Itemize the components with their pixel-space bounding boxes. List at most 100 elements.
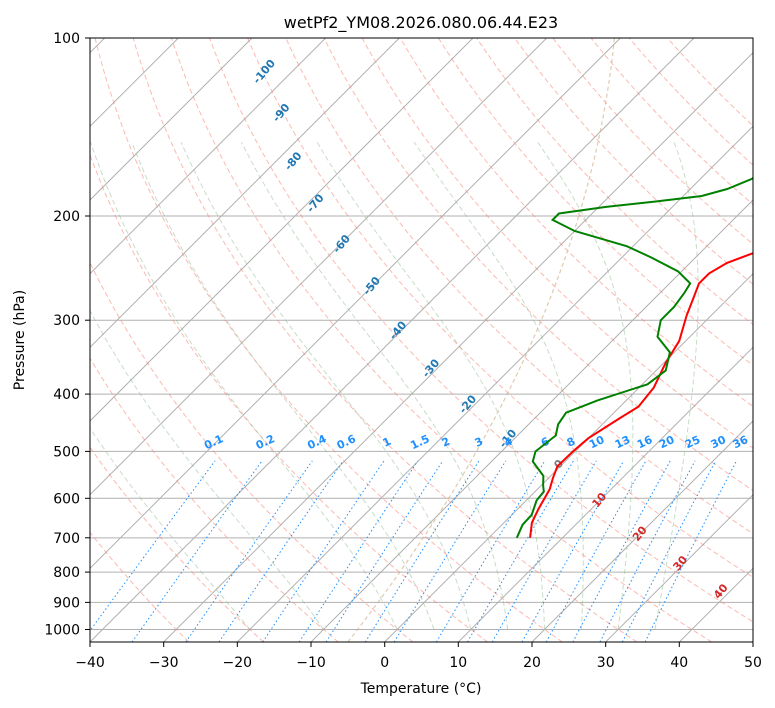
- x-tick-label: 50: [744, 655, 762, 671]
- mixing-ratio-label: 13: [613, 433, 632, 451]
- x-axis-label: Temperature (°C): [360, 681, 482, 697]
- dry-adiabat: [247, 38, 753, 578]
- y-tick-label: 900: [53, 595, 80, 611]
- isotherm-line: [90, 38, 253, 201]
- isotherm-line: [605, 493, 753, 642]
- x-tick-label: −10: [296, 655, 326, 671]
- mixing-ratio-line: [90, 460, 216, 632]
- dry-adiabat: [90, 357, 339, 642]
- mixing-ratio-line: [393, 460, 507, 642]
- x-tick-label: 40: [670, 655, 688, 671]
- y-axis: 100 200 300 400 500 600 700 800 900 1000: [44, 31, 90, 639]
- dry-adiabats: [90, 38, 753, 642]
- y-tick-label: 1000: [44, 623, 80, 639]
- mixing-ratio-line: [185, 460, 313, 642]
- mixing-ratio-label: 20: [657, 433, 677, 451]
- isotherm-line: [384, 272, 753, 642]
- moist-adiabat: [90, 142, 398, 630]
- dewpoint-line: [515, 176, 753, 539]
- x-tick-label: −40: [75, 655, 105, 671]
- dry-adiabat: [90, 261, 414, 642]
- x-tick-label: 10: [449, 655, 467, 671]
- isobar-gridlines: [90, 38, 753, 630]
- isotherm-line: [90, 38, 327, 275]
- mixing-ratio-line: [491, 460, 597, 642]
- moist-adiabat: [131, 142, 435, 630]
- isotherm-line: [90, 38, 474, 422]
- dry-adiabat: [90, 153, 488, 642]
- mixing-ratio-line: [262, 460, 385, 642]
- mixing-ratio-line: [467, 460, 574, 642]
- y-tick: 900: [53, 595, 90, 611]
- y-tick: 300: [53, 313, 90, 329]
- mixing-ratio-line: [298, 460, 419, 642]
- isotherm-line: [90, 38, 621, 570]
- plot-area: -100 -90 -80 -70 -60 -50 -40 -30 -20 -10…: [90, 38, 753, 642]
- mixing-ratio-line: [218, 460, 344, 642]
- y-tick: 800: [53, 565, 90, 581]
- isotherm-line: [163, 51, 753, 642]
- dry-adiabat: [209, 38, 753, 623]
- y-tick-label: 700: [53, 531, 80, 547]
- x-tick: −40: [75, 642, 105, 671]
- dry-adiabat: [437, 38, 753, 366]
- isotherm-line: [236, 125, 753, 642]
- mixing-ratio-label: 36: [731, 433, 751, 451]
- mixing-ratio-label: 25: [683, 433, 702, 451]
- y-tick-label: 800: [53, 565, 80, 581]
- x-tick: 10: [449, 642, 467, 671]
- y-tick: 600: [53, 491, 90, 507]
- isotherm-line: [457, 346, 753, 642]
- isotherm-line: [90, 38, 548, 496]
- y-tick-label: 300: [53, 313, 80, 329]
- x-tick-label: 20: [523, 655, 541, 671]
- x-tick: −30: [149, 642, 179, 671]
- moist-adiabat: [90, 427, 251, 630]
- x-tick: 30: [597, 642, 615, 671]
- y-tick: 700: [53, 531, 90, 547]
- moist-adiabats: [90, 141, 699, 630]
- x-tick: −20: [223, 642, 252, 671]
- y-tick-label: 200: [53, 209, 80, 225]
- mixing-ratio-line: [621, 460, 717, 642]
- mixing-ratio-line: [131, 460, 263, 642]
- dry-adiabat: [399, 38, 753, 408]
- dry-adiabat: [361, 38, 753, 449]
- mixing-ratio-line: [644, 460, 737, 642]
- y-axis-label: Pressure (hPa): [12, 290, 28, 390]
- dry-adiabat: [476, 38, 753, 326]
- y-tick: 1000: [44, 623, 90, 639]
- chart-title: wetPf2_YM08.2026.080.06.44.E23: [284, 13, 558, 33]
- y-tick-label: 500: [53, 444, 80, 460]
- moist-adiabat: [90, 309, 324, 630]
- y-tick: 100: [53, 31, 90, 47]
- y-tick: 400: [53, 387, 90, 403]
- x-tick-label: 0: [380, 655, 389, 671]
- temperature-line: [529, 252, 753, 538]
- x-tick: 50: [744, 642, 762, 671]
- dry-adiabat: [590, 38, 753, 206]
- dry-adiabat: [323, 38, 753, 492]
- isotherm-gridlines: [90, 38, 753, 642]
- dry-adiabat: [90, 531, 190, 642]
- mixing-ratio-lines: [90, 460, 737, 642]
- y-tick-label: 400: [53, 387, 80, 403]
- y-tick: 500: [53, 444, 90, 460]
- dry-adiabat: [94, 38, 563, 642]
- dry-adiabat: [552, 38, 753, 245]
- y-tick-label: 100: [53, 31, 80, 47]
- isotherm-line: [90, 38, 400, 349]
- x-tick: 0: [380, 642, 389, 671]
- curved-guide: [347, 38, 616, 642]
- data-series: [515, 176, 753, 539]
- mixing-ratio-label: 30: [709, 433, 729, 451]
- dry-adiabat: [170, 38, 712, 642]
- curved-guide-lines: [347, 38, 616, 642]
- x-tick-label: −30: [149, 655, 179, 671]
- isotherm-line: [531, 420, 753, 642]
- y-tick: 200: [53, 209, 90, 225]
- x-axis: −40 −30 −20 −10 0 10 20 30 40 50: [75, 642, 762, 671]
- y-tick-label: 600: [53, 491, 80, 507]
- mixing-ratio-label: 10: [587, 433, 607, 451]
